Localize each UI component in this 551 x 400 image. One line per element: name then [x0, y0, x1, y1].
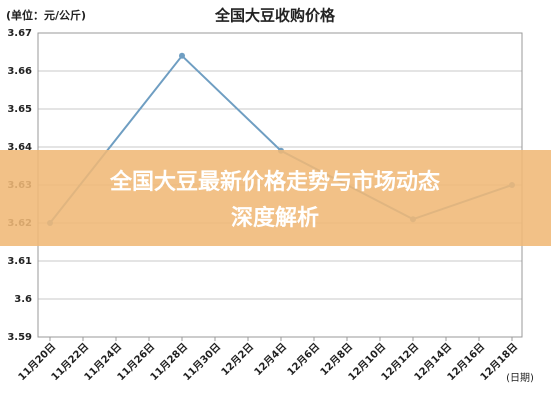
banner-line: 深度解析: [231, 205, 319, 231]
y-tick-label: 3.64: [7, 142, 32, 153]
y-tick-label: 3.67: [7, 28, 32, 39]
y-tick-label: 3.59: [7, 332, 32, 343]
point: [179, 52, 185, 59]
unit-label: (单位：元/公斤): [6, 8, 86, 22]
banner-line: 全国大豆最新价格走势与市场动态: [109, 169, 440, 195]
banner: [0, 150, 551, 246]
chart-title: 全国大豆收购价格: [214, 7, 336, 25]
y-tick-label: 3.61: [7, 256, 32, 267]
y-tick-label: 3.66: [7, 66, 32, 77]
x-axis-label: (日期): [506, 372, 534, 384]
y-tick-label: 3.6: [14, 294, 32, 305]
y-tick-label: 3.65: [7, 104, 32, 115]
